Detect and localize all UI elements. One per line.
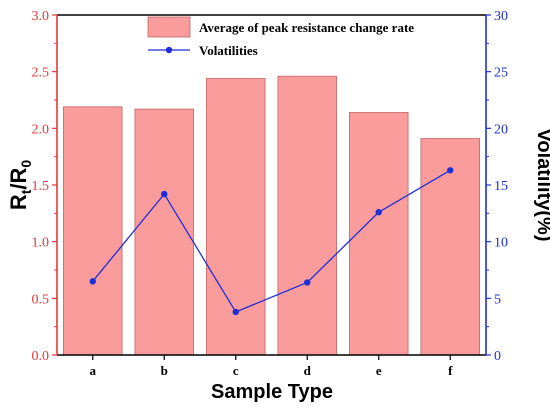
left-tick-label: 0.5 (32, 292, 50, 307)
volatility-point-a (89, 278, 96, 285)
right-tick-label: 20 (494, 122, 508, 137)
left-tick-label: 1.0 (32, 236, 50, 251)
x-tick-label: e (376, 363, 382, 378)
volatility-point-d (304, 279, 311, 286)
legend-bar-swatch (147, 16, 191, 38)
x-tick-label: a (90, 363, 97, 378)
bar-a (63, 106, 123, 356)
right-tick-label: 30 (494, 9, 508, 24)
left-tick-label: 2.0 (32, 122, 50, 137)
right-y-axis-title: Volatility(%) (533, 129, 550, 242)
legend: Average of peak resistance change rate Vo… (147, 16, 414, 58)
bar-d (277, 75, 337, 356)
volatility-point-e (375, 209, 382, 216)
x-axis: a b c d e f (90, 355, 453, 378)
left-tick-label: 2.5 (32, 66, 50, 81)
bar-f (420, 138, 480, 356)
right-tick-label: 0 (494, 349, 501, 364)
x-tick-label: f (448, 363, 453, 378)
right-tick-label: 25 (494, 66, 508, 81)
volatility-line (92, 169, 451, 313)
left-tick-label: 3.0 (32, 9, 50, 24)
left-y-axis-title: Rt/R0 (6, 160, 34, 211)
x-tick-label: c (233, 363, 239, 378)
left-tick-label: 1.5 (32, 179, 50, 194)
left-tick-label: 0.0 (32, 349, 50, 364)
right-tick-label: 10 (494, 236, 508, 251)
right-y-axis: 0 5 10 15 20 25 30 (486, 9, 508, 364)
x-axis-title: Sample Type (211, 381, 333, 403)
x-tick-label: b (161, 363, 168, 378)
volatility-series (89, 167, 454, 316)
volatility-point-c (232, 308, 239, 316)
right-tick-label: 15 (494, 179, 508, 194)
left-y-axis: 0.0 0.5 1.0 1.5 2.0 2.5 3.0 (32, 9, 57, 364)
bar-e (349, 112, 409, 356)
volatility-point-f (447, 167, 454, 174)
volatility-point-b (161, 190, 168, 198)
bar-b (134, 108, 194, 356)
right-tick-label: 5 (494, 292, 501, 307)
legend-line-marker (165, 46, 173, 54)
bar-series (63, 75, 480, 356)
x-tick-label: d (304, 363, 312, 378)
legend-bar-label: Average of peak resistance change rate (199, 20, 414, 35)
legend-line-label: Volatilities (199, 43, 258, 58)
